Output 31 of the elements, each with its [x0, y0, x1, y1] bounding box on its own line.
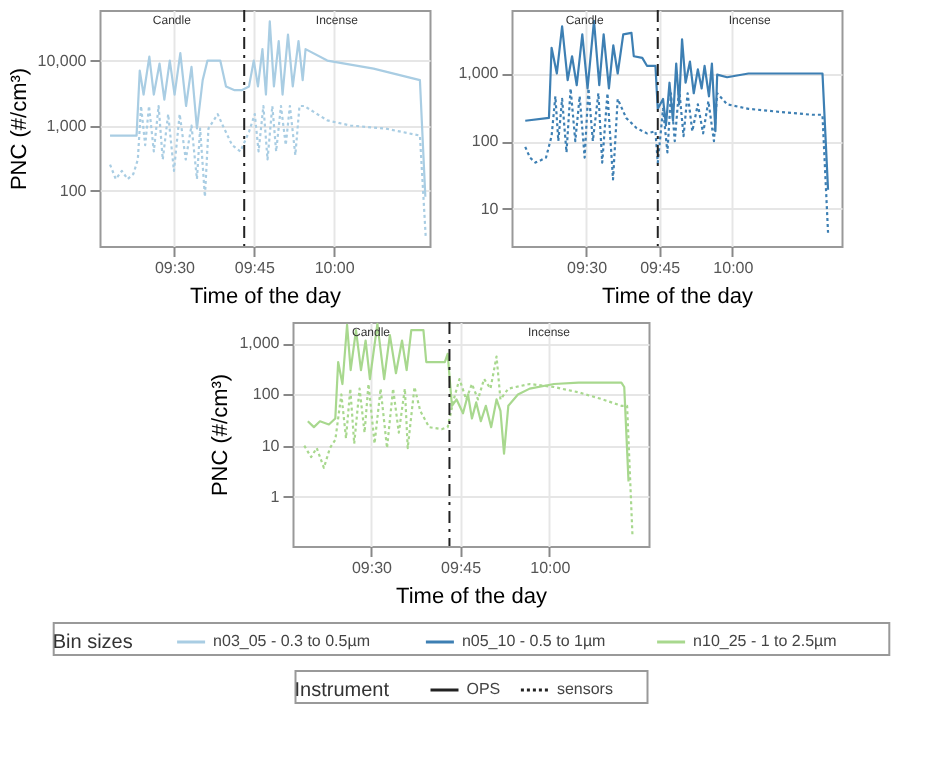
legend-label: n03_05 - 0.3 to 0.5µm — [213, 632, 371, 650]
legend-label: n05_10 - 0.5 to 1µm — [461, 632, 607, 650]
y-tick-label: 1,000 — [458, 64, 500, 83]
x-tick-label: 09:30 — [567, 259, 609, 277]
x-axis-title: Time of the day — [190, 285, 342, 309]
x-tick-label: 10:00 — [530, 559, 572, 577]
legend-label: n10_25 - 1 to 2.5µm — [693, 632, 838, 650]
x-tick-label: 10:00 — [314, 259, 356, 277]
y-tick-label: 10 — [261, 436, 281, 455]
x-axis-title: Time of the day — [396, 585, 548, 609]
y-tick-label: 100 — [252, 385, 281, 404]
x-tick-label: 09:30 — [351, 559, 394, 577]
text: Instrument — [294, 680, 390, 702]
y-axis-title: PNC (#/cm³) — [7, 67, 32, 191]
y-tick-label: 1 — [270, 487, 281, 506]
x-tick-label: 09:30 — [154, 259, 197, 277]
y-tick-label: 10,000 — [37, 51, 88, 70]
y-tick-label: 1,000 — [46, 116, 88, 135]
y-tick-label: 100 — [59, 181, 88, 200]
x-tick-label: 09:45 — [234, 259, 276, 277]
text: sensors — [556, 680, 613, 698]
x-tick-label: 09:45 — [640, 259, 682, 277]
x-tick-label: 10:00 — [713, 259, 755, 277]
x-axis-title: Time of the day — [602, 285, 754, 309]
legend-title: Bin sizes — [52, 632, 133, 654]
text: OPS — [466, 680, 501, 698]
x-tick-label: 09:45 — [441, 559, 483, 577]
y-tick-label: 100 — [471, 132, 500, 151]
y-tick-label: 1,000 — [239, 334, 281, 353]
y-axis-title: PNC (#/cm³) — [209, 373, 234, 497]
y-tick-label: 10 — [480, 199, 500, 218]
